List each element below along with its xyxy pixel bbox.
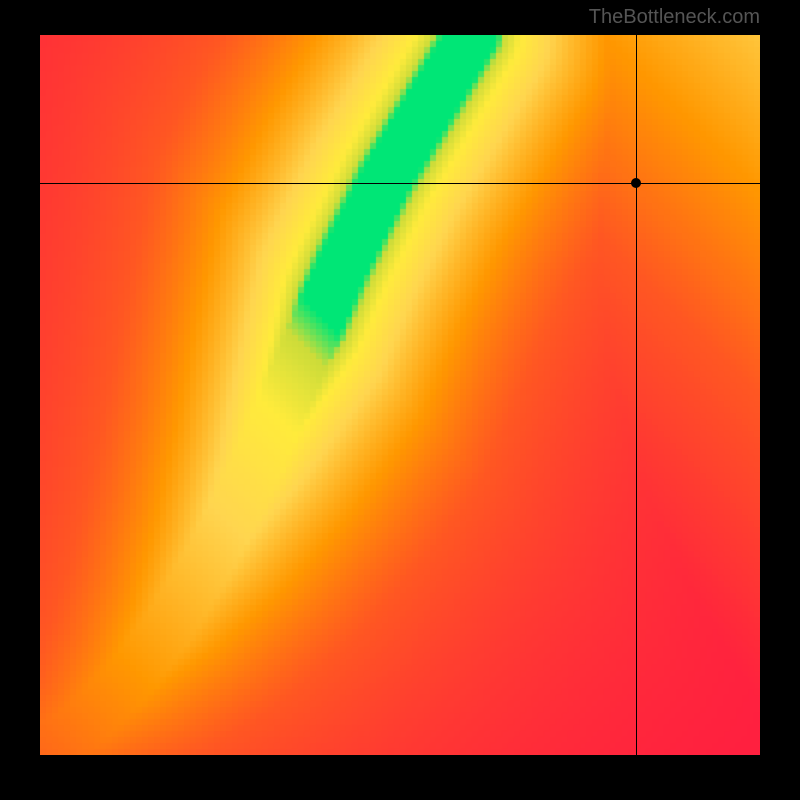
crosshair-vertical xyxy=(636,35,637,755)
heatmap-canvas xyxy=(40,35,760,755)
crosshair-horizontal xyxy=(40,183,760,184)
watermark-text: TheBottleneck.com xyxy=(589,6,760,29)
crosshair-marker xyxy=(631,178,641,188)
heatmap-plot xyxy=(40,35,760,755)
